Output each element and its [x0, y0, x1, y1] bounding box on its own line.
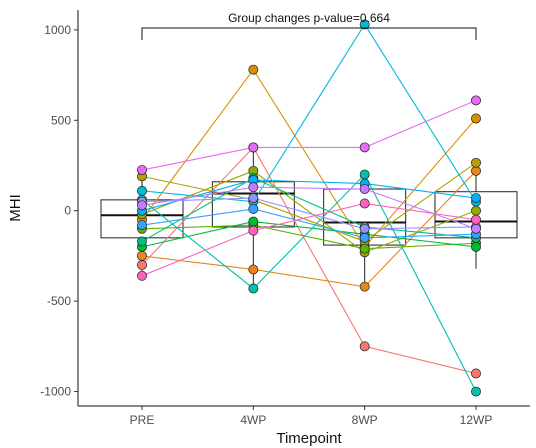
series-line	[141, 197, 477, 230]
series-lines	[141, 23, 477, 392]
axes: 1000 500 0 -500 -1000 PRE 4WP 8WP 12WP	[40, 10, 530, 427]
data-point	[248, 264, 259, 275]
series-line	[141, 68, 477, 248]
data-point	[359, 198, 370, 209]
data-point	[248, 64, 259, 75]
data-point	[471, 368, 481, 379]
data-point	[359, 341, 370, 352]
x-axis-title: Timepoint	[276, 430, 342, 447]
y-axis-title: MHI	[7, 194, 24, 222]
data-points	[137, 19, 481, 397]
x-tick-label: 8WP	[352, 413, 378, 427]
data-point	[137, 220, 147, 231]
series-line	[141, 186, 477, 230]
data-point	[359, 169, 370, 180]
bracket-line	[141, 27, 477, 40]
series-line	[141, 162, 477, 243]
data-point	[248, 142, 259, 153]
y-tick-label: -500	[47, 294, 71, 308]
series-line	[141, 99, 477, 171]
data-point	[359, 223, 370, 234]
data-point	[471, 95, 481, 106]
data-point	[248, 193, 259, 204]
data-point	[471, 205, 481, 216]
data-point	[359, 281, 370, 292]
data-point	[248, 283, 259, 294]
data-point	[137, 236, 147, 247]
y-tick-label: 1000	[44, 23, 71, 37]
data-point	[248, 203, 259, 214]
data-point	[137, 270, 147, 281]
y-tick-label: 0	[64, 204, 71, 218]
annotation-text: Group changes p-value=0.664	[228, 11, 390, 25]
x-tick-label: 4WP	[240, 413, 266, 427]
data-point	[471, 223, 481, 234]
data-point	[137, 200, 147, 211]
data-point	[137, 185, 147, 196]
data-point	[359, 19, 370, 30]
data-point	[248, 225, 259, 236]
series-line	[141, 179, 477, 212]
series-line	[141, 208, 477, 239]
series-line	[141, 202, 477, 277]
data-point	[248, 182, 259, 193]
series-line	[141, 173, 477, 392]
series-line	[141, 170, 477, 288]
data-point	[471, 214, 481, 225]
series-line	[141, 23, 477, 203]
data-point	[137, 250, 147, 261]
data-point	[137, 260, 147, 270]
series-line	[141, 146, 477, 374]
data-point	[359, 243, 370, 254]
data-point	[359, 184, 370, 194]
x-tick-label: 12WP	[460, 413, 493, 427]
series-line	[141, 221, 477, 248]
y-tick-label: 500	[51, 113, 71, 127]
data-point	[137, 165, 147, 175]
data-point	[471, 386, 481, 397]
data-point	[471, 157, 481, 168]
data-point	[248, 216, 259, 227]
data-point	[471, 113, 481, 124]
series-line	[141, 224, 477, 250]
series-line	[141, 177, 477, 242]
annotation-bracket: Group changes p-value=0.664	[141, 11, 477, 40]
data-point	[359, 142, 370, 153]
y-tick-label: -1000	[40, 385, 71, 399]
series-line	[141, 170, 477, 253]
x-tick-label: PRE	[130, 413, 155, 427]
data-point	[471, 241, 481, 252]
data-point	[471, 193, 481, 204]
data-point	[359, 232, 370, 243]
